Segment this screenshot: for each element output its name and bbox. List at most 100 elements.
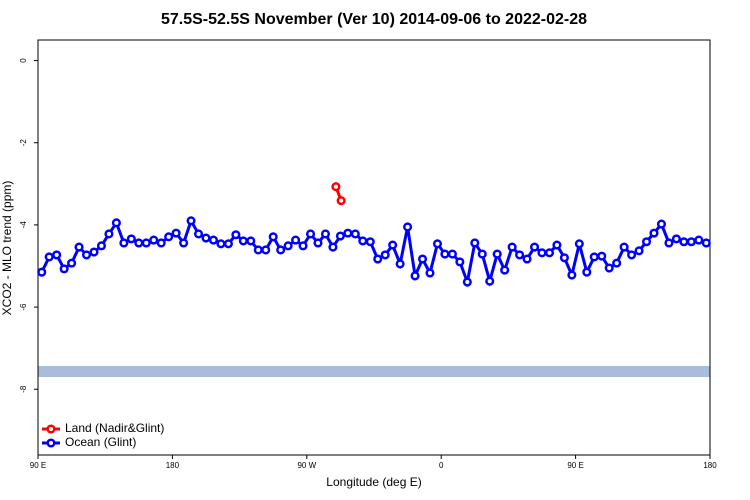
point: [335, 231, 345, 241]
point: [492, 249, 502, 259]
point: [567, 270, 577, 280]
point: [417, 254, 428, 264]
point: [343, 228, 353, 238]
point: [59, 264, 69, 274]
point: [373, 254, 383, 264]
point: [403, 222, 413, 232]
x-tick-label: 180: [166, 461, 180, 470]
y-tick-label: -6: [19, 303, 28, 311]
point: [67, 258, 77, 268]
y-axis-label: XCO2 - MLO trend (ppm): [0, 181, 14, 316]
point: [365, 237, 375, 247]
point: [537, 248, 547, 258]
y-tick-label: -4: [19, 221, 28, 229]
point: [522, 254, 532, 264]
point: [331, 182, 341, 192]
point: [447, 249, 457, 259]
point: [44, 252, 54, 262]
point: [634, 246, 644, 256]
point: [597, 251, 607, 261]
point: [141, 238, 151, 248]
x-tick-label: 180: [703, 461, 717, 470]
point: [268, 232, 278, 242]
point: [171, 228, 181, 238]
point: [291, 235, 301, 245]
point: [686, 237, 696, 247]
point: [126, 234, 136, 244]
point: [208, 235, 219, 245]
point: [186, 216, 196, 226]
point: [455, 257, 465, 267]
point: [477, 249, 487, 259]
point: [283, 241, 293, 251]
point: [305, 229, 316, 239]
point: [149, 235, 159, 245]
legend-marker: [46, 438, 56, 448]
series-line: [40, 217, 707, 288]
point: [656, 219, 667, 229]
point: [111, 218, 121, 228]
point: [582, 267, 592, 277]
point: [425, 268, 435, 278]
point: [216, 239, 226, 249]
x-axis-label: Longitude (deg E): [326, 475, 421, 489]
point: [52, 250, 62, 260]
point: [694, 235, 704, 245]
x-tick-label: 90 E: [567, 461, 583, 470]
point: [358, 236, 368, 246]
y-tick-label: -8: [19, 385, 28, 393]
point: [627, 250, 637, 260]
point: [156, 238, 166, 248]
point: [134, 238, 144, 248]
point: [336, 196, 346, 206]
point: [350, 229, 360, 239]
chart-title: 57.5S-52.5S November (Ver 10) 2014-09-06…: [161, 11, 587, 28]
x-tick-label: 90 E: [30, 461, 46, 470]
point: [313, 238, 323, 248]
point: [552, 240, 562, 250]
legend-label: Ocean (Glint): [65, 435, 136, 449]
point: [193, 229, 204, 239]
point: [485, 276, 495, 286]
point: [507, 242, 517, 252]
point: [671, 234, 681, 244]
point: [223, 239, 233, 249]
point: [96, 241, 107, 251]
point: [81, 250, 92, 260]
point: [604, 263, 614, 273]
point: [529, 242, 540, 252]
point: [559, 253, 569, 263]
point: [410, 271, 420, 281]
point: [89, 247, 99, 257]
point: [320, 229, 331, 239]
point: [201, 233, 211, 243]
point: [179, 238, 189, 248]
point: [328, 242, 338, 252]
point: [515, 250, 525, 260]
legend-marker: [46, 424, 56, 434]
plot-frame: [37, 39, 711, 456]
y-tick-label: -2: [19, 139, 28, 147]
point: [649, 228, 659, 238]
point: [298, 241, 308, 251]
point: [574, 239, 584, 249]
point: [589, 252, 599, 262]
point: [462, 277, 472, 287]
point: [231, 230, 241, 240]
point: [74, 242, 84, 252]
point: [440, 249, 450, 259]
point: [380, 250, 390, 260]
point: [164, 232, 174, 242]
point: [276, 245, 286, 255]
map-strip: [38, 366, 710, 377]
point: [104, 229, 114, 239]
point: [664, 238, 674, 248]
point: [246, 236, 256, 246]
point: [432, 239, 443, 249]
point: [641, 237, 652, 247]
point: [679, 237, 689, 247]
y-tick-label: 0: [19, 58, 28, 63]
point: [701, 238, 711, 248]
point: [470, 238, 480, 248]
legend-label: Land (Nadir&Glint): [65, 421, 164, 435]
